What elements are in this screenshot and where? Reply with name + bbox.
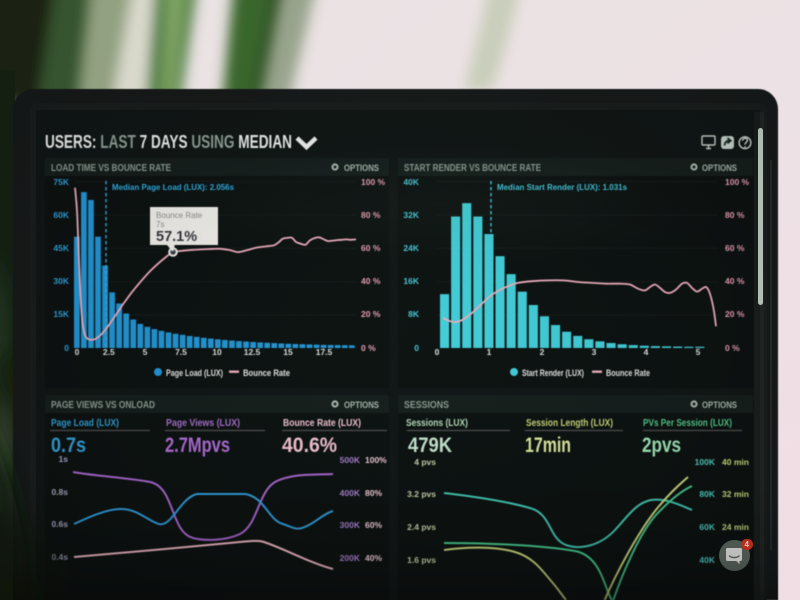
svg-text:16K: 16K [403,276,419,286]
svg-text:15: 15 [283,347,293,357]
svg-text:LOAD TIME VS BOUNCE RATE: LOAD TIME VS BOUNCE RATE [51,163,171,174]
svg-text:5: 5 [696,347,701,357]
svg-text:2.7Mpvs: 2.7Mpvs [165,434,230,457]
svg-text:4 pvs: 4 pvs [414,457,436,467]
svg-text:60%: 60% [365,520,382,530]
svg-text:OPTIONS: OPTIONS [702,163,737,174]
svg-text:40K: 40K [699,555,715,565]
svg-text:40 %: 40 % [361,276,381,286]
svg-text:4: 4 [644,347,649,357]
svg-text:60 %: 60 % [361,243,381,253]
svg-text:12.5: 12.5 [244,347,261,357]
svg-text:OPTIONS: OPTIONS [344,400,379,411]
svg-text:Page Load (LUX): Page Load (LUX) [51,417,119,429]
svg-text:80 %: 80 % [361,210,381,220]
svg-text:40%: 40% [365,553,382,563]
svg-text:START RENDER VS BOUNCE RATE: START RENDER VS BOUNCE RATE [404,163,541,174]
svg-text:15K: 15K [53,309,69,319]
svg-text:60K: 60K [699,522,715,532]
svg-text:40 %: 40 % [725,276,745,286]
svg-text:24K: 24K [403,243,419,253]
svg-text:0: 0 [64,343,69,353]
svg-text:Start Render (LUX): Start Render (LUX) [522,368,584,378]
svg-text:USERS: LAST 7 DAYS USING MEDIA: USERS: LAST 7 DAYS USING MEDIAN [45,132,292,152]
svg-text:80%: 80% [365,488,382,498]
svg-text:60K: 60K [53,210,69,220]
svg-text:30K: 30K [53,276,69,286]
svg-text:10: 10 [212,347,222,357]
svg-text:PAGE VIEWS VS ONLOAD: PAGE VIEWS VS ONLOAD [51,400,155,411]
svg-text:3.2 pvs: 3.2 pvs [407,489,436,499]
svg-text:Page Load (LUX): Page Load (LUX) [166,368,223,378]
svg-text:75K: 75K [53,177,69,187]
svg-text:0 %: 0 % [361,343,376,353]
svg-text:5: 5 [143,347,148,357]
svg-text:0: 0 [75,347,80,357]
svg-text:40K: 40K [403,177,419,187]
svg-text:100 %: 100 % [725,177,750,187]
svg-text:3: 3 [592,347,597,357]
svg-text:Session Length (LUX): Session Length (LUX) [526,417,613,429]
svg-text:Median Start Render (LUX): 1.0: Median Start Render (LUX): 1.031s [497,182,627,192]
svg-text:2: 2 [540,347,545,357]
svg-text:Median Page Load (LUX): 2.056s: Median Page Load (LUX): 2.056s [112,182,234,192]
svg-text:8K: 8K [408,309,420,319]
svg-text:40 min: 40 min [722,457,749,467]
svg-text:2.4 pvs: 2.4 pvs [407,522,436,532]
svg-text:57.1%: 57.1% [156,229,197,245]
svg-text:20 %: 20 % [361,309,381,319]
svg-text:17min: 17min [525,434,571,457]
svg-text:Bounce Rate: Bounce Rate [156,211,203,220]
svg-text:80 %: 80 % [725,210,745,220]
svg-text:1.6 pvs: 1.6 pvs [407,555,436,565]
svg-text:0: 0 [414,343,419,353]
svg-text:100%: 100% [365,455,387,465]
svg-text:32K: 32K [403,210,419,220]
svg-text:300K: 300K [340,520,361,530]
svg-text:7.5: 7.5 [175,347,187,357]
svg-text:400K: 400K [340,488,361,498]
svg-text:200K: 200K [340,553,361,563]
svg-text:100K: 100K [695,457,716,467]
svg-text:32 min: 32 min [722,489,749,499]
svg-text:0 %: 0 % [725,343,740,353]
svg-text:40.6%: 40.6% [282,434,337,457]
svg-text:100 %: 100 % [361,177,386,187]
svg-text:2.5: 2.5 [103,347,115,357]
svg-text:OPTIONS: OPTIONS [702,400,737,411]
svg-text:PVs Per Session (LUX): PVs Per Session (LUX) [643,417,732,429]
svg-text:0: 0 [435,347,440,357]
svg-text:80K: 80K [699,489,715,499]
svg-text:500K: 500K [340,455,361,465]
svg-text:Page Views (LUX): Page Views (LUX) [166,417,240,429]
svg-text:45K: 45K [53,243,69,253]
svg-text:2pvs: 2pvs [642,434,681,457]
svg-text:Sessions (LUX): Sessions (LUX) [406,417,468,429]
svg-text:Bounce Rate (LUX): Bounce Rate (LUX) [283,417,361,429]
svg-text:17.5: 17.5 [316,347,333,357]
svg-text:479K: 479K [408,434,452,457]
svg-text:7s: 7s [156,220,164,229]
svg-text:24 min: 24 min [722,522,749,532]
svg-text:1: 1 [487,347,492,357]
svg-text:20 %: 20 % [725,309,745,319]
svg-text:Bounce Rate: Bounce Rate [243,368,290,378]
svg-text:60 %: 60 % [725,243,745,253]
svg-text:SESSIONS: SESSIONS [404,400,449,411]
svg-text:OPTIONS: OPTIONS [344,163,379,174]
svg-text:Bounce Rate: Bounce Rate [606,368,650,378]
